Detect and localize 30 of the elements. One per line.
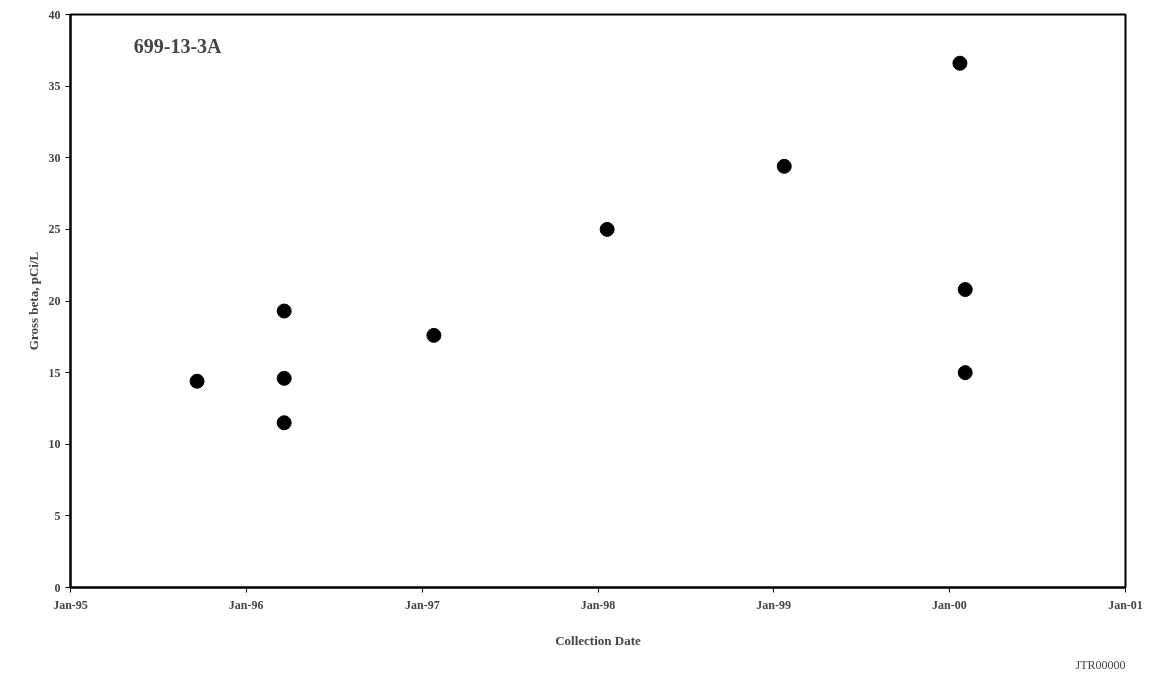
- y-tick-label: 5: [54, 508, 61, 523]
- point: [599, 221, 615, 237]
- x-axis-title: Collection Date: [555, 632, 642, 648]
- point: [426, 327, 442, 343]
- point: [189, 373, 205, 389]
- x-tick-label: Jan-01: [1108, 597, 1143, 612]
- x-tick-label: Jan-00: [932, 597, 967, 612]
- y-tick-label: 25: [48, 222, 61, 237]
- x-tick-label: Jan-95: [53, 597, 88, 612]
- point: [276, 303, 292, 319]
- y-tick-label: 20: [48, 294, 61, 308]
- y-tick-label: 35: [48, 79, 61, 94]
- point: [957, 365, 973, 381]
- x-tick-label: Jan-97: [404, 597, 440, 612]
- point: [957, 282, 973, 298]
- x-tick-label: Jan-96: [228, 597, 264, 612]
- point: [776, 158, 792, 174]
- point: [276, 415, 292, 431]
- y-tick-label: 10: [48, 437, 61, 452]
- text: JTR00000: [1075, 657, 1126, 672]
- x-tick-label: Jan-98: [580, 597, 616, 612]
- y-tick-label: 30: [48, 150, 61, 165]
- y-axis-title: Gross beta, pCi/L: [25, 251, 41, 351]
- point: [952, 55, 968, 71]
- y-tick-label: 40: [48, 7, 61, 22]
- y-tick-label: 15: [48, 365, 61, 380]
- y-tick-label: 0: [54, 580, 61, 595]
- point: [276, 370, 292, 386]
- x-tick-label: Jan-99: [756, 597, 792, 612]
- annotation: 699-13-3A: [133, 35, 223, 58]
